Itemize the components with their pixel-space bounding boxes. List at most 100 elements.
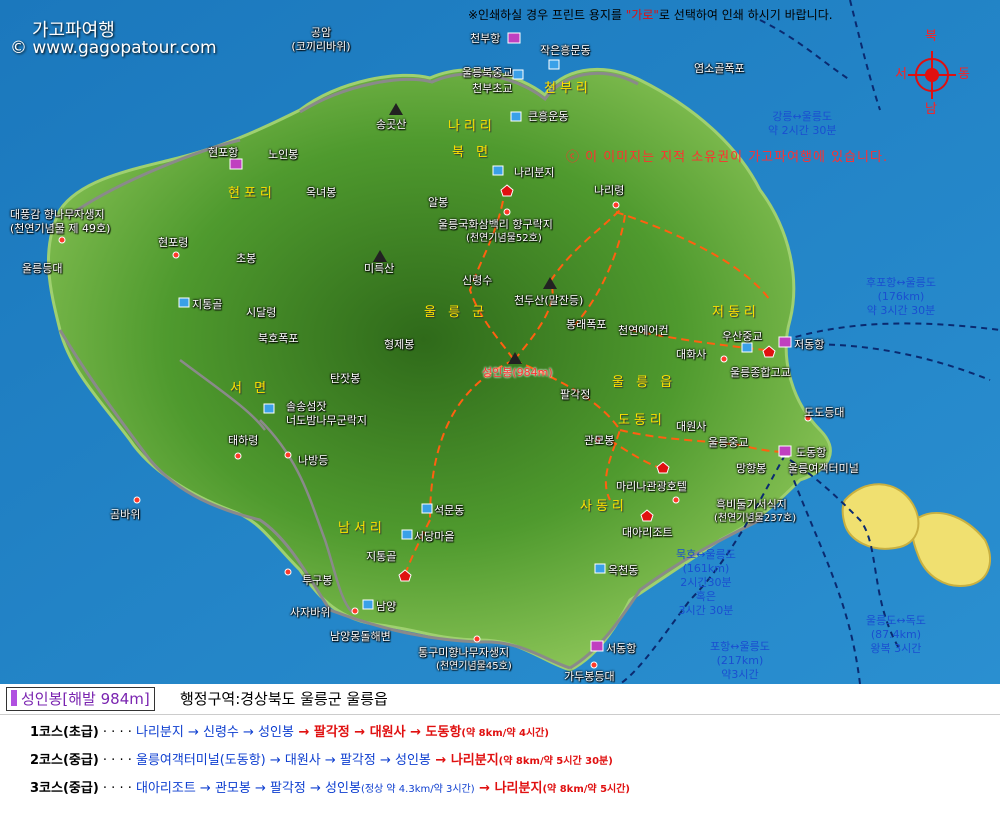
trailhead-pentagon-2 <box>762 345 776 358</box>
place-terminal: 울릉여객터미널 <box>788 462 859 475</box>
place-sidalryeong: 시달령 <box>246 306 277 319</box>
place-songseomseom: 솔송섬잣 <box>286 400 327 413</box>
place-gwanmobong: 관모봉 <box>584 434 615 447</box>
place-cheonyeoneeokeon: 천연에어컨 <box>618 324 669 337</box>
place-jitonggol: 지통골 <box>366 550 397 563</box>
place-dodonghang: 도동항 <box>796 446 827 459</box>
region-narili: 나리리 <box>448 119 496 134</box>
place-seodangmaeul: 서당마을 <box>414 530 455 543</box>
region-jeodongri: 저동리 <box>712 305 760 320</box>
region-ulleunggun: 울 릉 군 <box>424 305 489 320</box>
route-gangneung: 강릉↔울릉도 약 2시간 30분 <box>768 110 837 137</box>
region-dodongri: 도동리 <box>618 413 666 428</box>
place-jitonggol-north: 지통골 <box>192 298 223 311</box>
peak-marker-seonginbong <box>508 352 522 364</box>
place-daepunggam-sub: (천연기념물 제 49호) <box>10 222 111 235</box>
ferry-route-pohang <box>789 469 861 684</box>
region-sadongri: 사동리 <box>580 499 628 514</box>
compass-east: 동 <box>958 67 970 82</box>
place-cheonbucho: 천부초교 <box>472 82 513 95</box>
place-namyangmong: 남양몽돌해변 <box>330 630 391 643</box>
trailhead-pentagon-4 <box>640 509 654 522</box>
place-daehwasa: 대화사 <box>676 348 707 361</box>
place-hyeongjebong: 형제봉 <box>384 338 415 351</box>
place-hyeonporyeong: 현포령 <box>158 236 189 249</box>
map-background <box>0 0 1000 684</box>
course-3: 3코스(중급) · · · · 대아리조트 → 관모봉 → 팔각정 → 성인봉(… <box>30 781 630 796</box>
place-sinryeongsu: 신령수 <box>462 274 493 287</box>
place-ulleungbukjung: 울릉북중교 <box>462 66 513 79</box>
place-hyeonpohang: 현포항 <box>208 146 239 159</box>
region-namseori: 남서리 <box>338 521 386 536</box>
place-gongam-sub: (코끼리바위) <box>291 40 351 53</box>
course-list: 1코스(초급) · · · · 나리분지 → 신령수 → 성인봉 → 팔각정 →… <box>0 714 1000 815</box>
peak-label: 성인봉[해발 984m] <box>6 687 155 711</box>
place-neodobam: 너도밤나무군락지 <box>286 414 367 427</box>
place-manghyangbong: 망향봉 <box>736 462 767 475</box>
trailhead-pentagon-3 <box>656 461 670 474</box>
ulleungdo-map: 가고파여행 © www.gagopatour.com ※인쇄하실 경우 프린트 … <box>0 0 1000 684</box>
region-cheonburi: 천부리 <box>544 81 592 96</box>
place-tugubong: 투구봉 <box>302 574 333 587</box>
place-bukhopokpo: 북호폭포 <box>258 332 299 345</box>
place-taeharyeong: 태하령 <box>228 434 259 447</box>
place-jeodonghang: 저동항 <box>794 338 825 351</box>
dokdo-east <box>911 511 991 587</box>
place-nabadeung: 나방등 <box>298 454 329 467</box>
ferry-route-hupo2 <box>784 343 991 381</box>
place-okcheondong: 옥천동 <box>608 564 639 577</box>
place-namyang: 남양 <box>376 600 397 613</box>
place-chobong: 초봉 <box>236 252 257 265</box>
ferry-route-hupo <box>784 322 1000 341</box>
place-hyangnamu52-sub: (천연기념물52호) <box>466 233 542 244</box>
place-hyangnamu52: 울릉국화삼백리 향구락지 <box>438 218 553 231</box>
peak-marker-songgot <box>389 103 403 115</box>
place-jakeunheungdong: 작은흥문동 <box>540 44 591 57</box>
route-dokdo: 울릉도↔독도 (87.4km) 왕복 3시간 <box>866 614 926 655</box>
trailhead-pentagon-1 <box>500 184 514 197</box>
place-cheonbuhang: 천부항 <box>470 32 501 45</box>
place-songgotsan: 송곳산 <box>376 118 407 131</box>
dokdo-west <box>841 483 920 550</box>
place-ulleungjung: 울릉중교 <box>708 436 749 449</box>
port-icons <box>229 32 792 652</box>
place-gadubong: 가두봉등대 <box>564 670 615 683</box>
inner-road <box>179 358 353 613</box>
place-marinahotel: 마리나관광호텔 <box>616 480 687 493</box>
region-ulleungeup: 울 릉 읍 <box>612 375 677 390</box>
place-gombawi: 곰바위 <box>110 508 141 521</box>
trailhead-pentagon-5 <box>398 569 412 582</box>
region-seomyeon: 서 면 <box>230 381 271 396</box>
ferry-route-north <box>849 0 881 111</box>
course-2: 2코스(중급) · · · · 울릉여객터미널(도동항) → 대원사 → 팔각정… <box>30 753 613 768</box>
poi-dots <box>58 201 812 669</box>
place-cheondusan: 천두산(말잔등) <box>514 294 584 307</box>
compass-north: 북 <box>925 29 937 44</box>
place-misan: 미륵산 <box>364 262 395 275</box>
place-daeari: 대아리조트 <box>622 526 673 539</box>
brand-site[interactable]: © www.gagopatour.com <box>10 38 217 58</box>
brand-title: 가고파여행 <box>32 20 115 41</box>
ferry-route-dokdo <box>789 459 901 651</box>
place-palgakjeong: 팔각정 <box>560 388 591 401</box>
place-noinbong: 노인봉 <box>268 148 299 161</box>
compass-south: 남 <box>925 102 937 117</box>
place-keunheungdong: 큰흥운동 <box>528 110 569 123</box>
trail-course <box>404 187 786 576</box>
place-albong: 알봉 <box>428 196 449 209</box>
ferry-route-gangneung <box>759 19 851 81</box>
place-sajabawi: 사자바위 <box>290 606 331 619</box>
place-yeomsogolpo: 염소골폭포 <box>694 62 745 75</box>
place-narireong: 나리령 <box>594 184 625 197</box>
compass-rose <box>908 51 956 99</box>
peak-marker-cheondu <box>543 277 557 289</box>
place-tonggumi: 통구미향나무자생지 <box>418 646 510 659</box>
place-tanjatbong: 탄잣봉 <box>330 372 361 385</box>
place-ulleunghigh: 울릉종합고교 <box>730 366 791 379</box>
place-gongam: 공암 <box>310 26 332 39</box>
place-daepunggam: 대풍감 향나무자생지 <box>10 208 105 221</box>
region-hyeonpori: 현포리 <box>228 186 276 201</box>
place-heukbi: 흑비둘기서식지 <box>716 498 787 511</box>
peak-marker-misan <box>373 250 387 262</box>
place-seokmundong: 석문동 <box>434 504 465 517</box>
